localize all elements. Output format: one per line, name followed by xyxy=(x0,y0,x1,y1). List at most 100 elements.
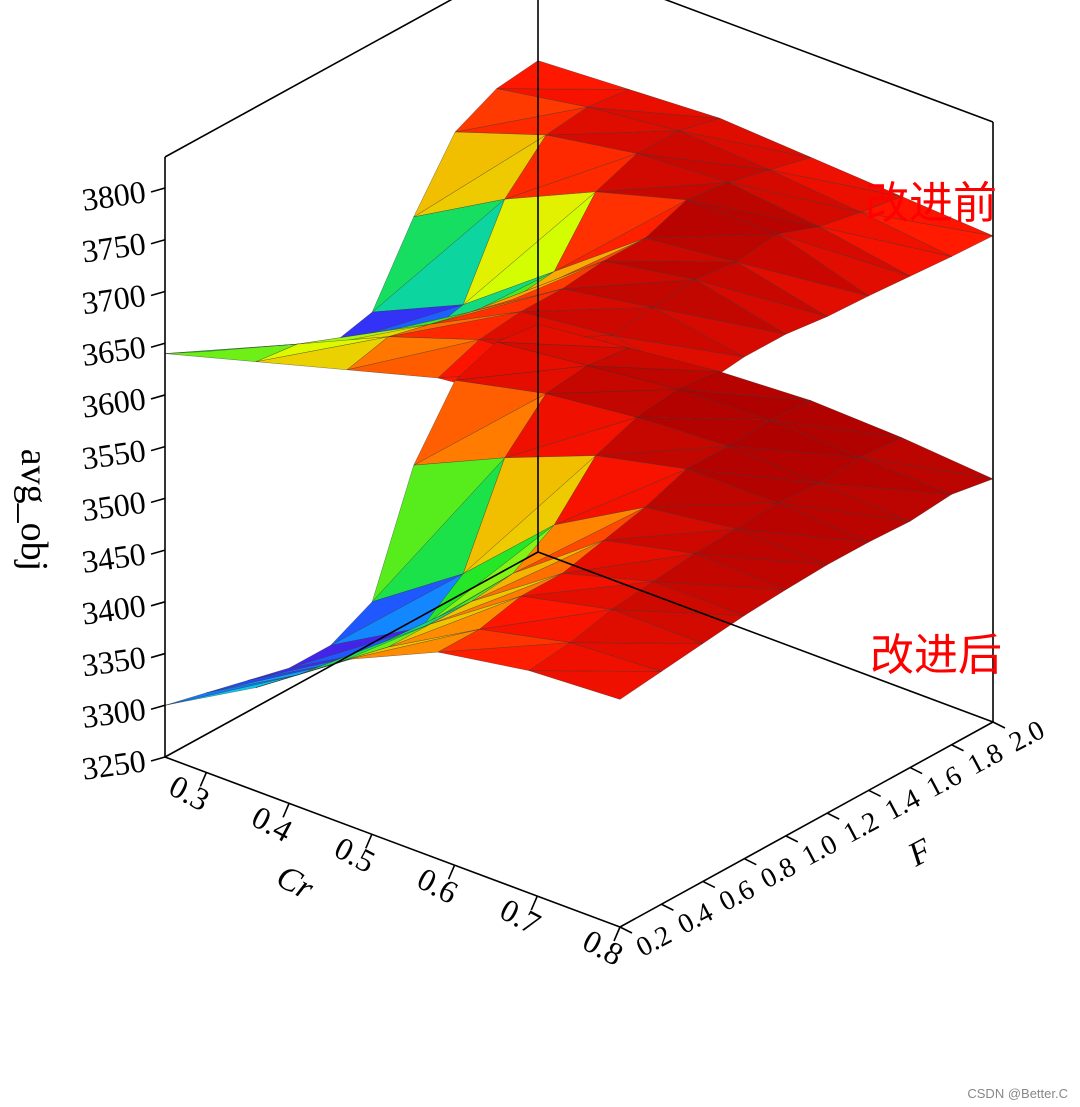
f-tick-label: 0.4 xyxy=(673,897,718,941)
surface-facet xyxy=(512,237,646,300)
z-tick-mark xyxy=(150,652,166,659)
z-tick-mark xyxy=(150,342,166,348)
f-tick-label: 0.8 xyxy=(756,851,801,895)
surface-facet xyxy=(611,581,745,616)
surface-facet xyxy=(255,336,389,362)
z-tick-label: 3300 xyxy=(80,691,148,736)
surface-facet xyxy=(346,629,480,660)
surface-facet xyxy=(528,642,662,672)
surface-facet xyxy=(603,506,737,541)
surface-facet xyxy=(561,540,695,574)
cr-tick-label: 0.6 xyxy=(412,860,464,911)
f-tick-mark xyxy=(826,812,840,820)
surface-facet xyxy=(644,468,778,508)
surface-facet xyxy=(520,288,654,312)
z-tick-mark xyxy=(150,756,166,762)
surface-facet xyxy=(164,343,298,354)
surface-facet xyxy=(685,182,820,227)
watermark: CSDN @Better.C xyxy=(967,1086,1068,1101)
surface-facet xyxy=(206,662,339,694)
z-tick-label: 3550 xyxy=(80,432,148,477)
f-tick-label: 0.6 xyxy=(714,874,759,918)
z-tick-label: 3700 xyxy=(80,277,148,322)
surface-facet xyxy=(454,88,588,133)
cr-axis-title: Cr xyxy=(270,858,320,908)
top-back-edge xyxy=(664,0,994,123)
f-tick-label: 1.8 xyxy=(963,737,1008,781)
z-tick-mark xyxy=(150,238,166,245)
surface-facet xyxy=(636,130,770,171)
f-tick-label: 1.4 xyxy=(880,783,925,827)
z-tick-mark xyxy=(150,187,166,193)
surface-facet xyxy=(429,573,563,625)
z-axis-title: avg_obj xyxy=(13,449,55,571)
f-tick-mark xyxy=(702,880,716,889)
surface-facet xyxy=(859,196,994,237)
f-tick-mark xyxy=(992,721,1006,729)
surface-facet xyxy=(545,106,679,136)
z-tick-label: 3250 xyxy=(80,742,148,787)
cr-tick-mark xyxy=(282,803,290,818)
surface-facet xyxy=(595,417,729,456)
surface-facet xyxy=(768,400,903,438)
z-tick-label: 3350 xyxy=(80,639,148,684)
z-tick-mark xyxy=(150,290,166,297)
surface-facet xyxy=(330,573,464,646)
cr-tick-label: 0.7 xyxy=(494,891,546,942)
surface-facet xyxy=(727,169,861,213)
surface-facet xyxy=(678,118,812,158)
surface-facet xyxy=(859,437,994,480)
surface-facet xyxy=(587,89,721,119)
surface-facet xyxy=(569,609,703,644)
surface-facet xyxy=(462,191,597,305)
surface-facet xyxy=(694,261,828,317)
surface-facet xyxy=(289,627,422,669)
surface-facet xyxy=(727,419,861,458)
cr-tick-label: 0.8 xyxy=(577,922,629,973)
surface-after xyxy=(164,324,994,706)
surface-facet xyxy=(528,670,663,700)
surface-facet xyxy=(678,371,812,401)
f-tick-mark xyxy=(909,766,923,775)
f-axis-title: F xyxy=(901,831,939,874)
f-tick-label: 1.6 xyxy=(921,760,966,804)
cr-tick-label: 0.4 xyxy=(246,798,298,849)
surface-facet xyxy=(818,211,952,257)
surface-facet xyxy=(437,629,571,653)
back-left-floor-edge xyxy=(537,551,994,723)
surface-facet xyxy=(553,191,688,273)
f-tick-mark xyxy=(951,744,964,752)
surface-facet xyxy=(595,153,729,193)
surface-facet xyxy=(429,288,563,325)
surface-facet xyxy=(735,233,869,297)
surface-facet xyxy=(478,595,612,630)
cr-tick-label: 0.3 xyxy=(163,767,215,818)
surface-facet xyxy=(769,157,903,197)
surface-facet xyxy=(471,540,604,602)
top-left-edge xyxy=(164,0,453,158)
surface-facet xyxy=(371,198,506,313)
cr-axis-line xyxy=(164,756,621,928)
f-tick-mark xyxy=(619,926,633,934)
surface-facet xyxy=(247,650,381,681)
z-tick-mark xyxy=(150,704,166,711)
surface-facet xyxy=(735,502,869,543)
f-tick-mark xyxy=(868,789,882,798)
surface-facet xyxy=(388,595,521,648)
z-tick-label: 3600 xyxy=(80,380,148,425)
surface-facet xyxy=(602,237,737,263)
surface-facet xyxy=(545,365,679,394)
surface-facet xyxy=(388,311,521,337)
f-tick-mark xyxy=(661,903,674,911)
surface-facet xyxy=(421,524,555,628)
surface-facet xyxy=(496,324,630,349)
z-tick-label: 3750 xyxy=(80,225,148,270)
f-tick-label: 2.0 xyxy=(1004,715,1049,759)
z-tick-label: 3650 xyxy=(80,328,148,373)
z-tick-label: 3400 xyxy=(80,587,148,632)
surface-facet xyxy=(553,455,688,526)
surface-facet xyxy=(371,457,506,602)
cr-tick-mark xyxy=(447,864,456,880)
cr-tick-mark xyxy=(613,926,621,942)
